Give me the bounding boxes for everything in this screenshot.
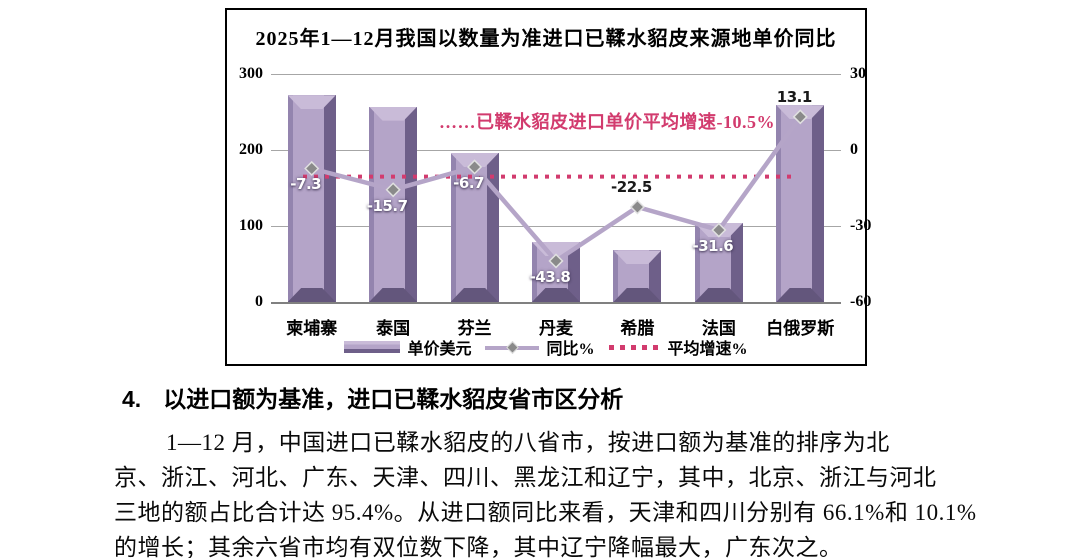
- left-axis-tick: 200: [239, 141, 263, 158]
- legend-item-average: 平均增速%: [608, 335, 748, 359]
- section-number: 4.: [122, 386, 142, 412]
- paragraph-line: 1—12 月，中国进口已鞣水貂皮的八省市，按进口额为基准的排序为北: [166, 430, 890, 455]
- right-axis-tick: 30: [850, 65, 866, 82]
- left-axis-tick: 0: [255, 293, 263, 310]
- legend-item-yoy: 同比%: [485, 335, 595, 359]
- category-label: 芬兰: [457, 319, 492, 338]
- category-label: 泰国: [376, 319, 411, 338]
- line-series-svg: [303, 109, 808, 269]
- diamond-marker: [548, 253, 564, 269]
- gridline: [271, 149, 841, 151]
- bar: [369, 106, 418, 302]
- point-label: -22.5: [611, 178, 652, 196]
- dotted-line-swatch-icon: [608, 344, 661, 350]
- section-heading: 4. 以进口额为基准，进口已鞣水貂皮省市区分析: [114, 380, 1014, 414]
- right-axis-tick: 0: [850, 141, 858, 158]
- point-label: -31.6: [692, 237, 734, 256]
- left-axis-tick: 100: [239, 217, 263, 234]
- chart-legend: 单价美元 同比% 平均增速%: [227, 335, 865, 359]
- legend-label: 同比%: [546, 341, 595, 358]
- category-label: 希腊: [620, 319, 655, 338]
- right-axis-tick: -30: [850, 217, 872, 234]
- average-growth-annotation: ……已鞣水貂皮进口单价平均增速-10.5%: [439, 112, 775, 132]
- chart-container: 2025年1—12月我国以数量为准进口已鞣水貂皮来源地单价同比 ……已鞣水貂皮进…: [225, 8, 871, 366]
- gridline: [271, 301, 841, 304]
- point-label: -6.7: [453, 173, 484, 192]
- point-label: -43.8: [529, 267, 571, 286]
- diamond-marker: [711, 222, 727, 238]
- bar: [532, 241, 580, 302]
- category-label: 法国: [701, 319, 736, 338]
- category-label: 白俄罗斯: [766, 319, 835, 338]
- gridline: [271, 225, 841, 227]
- legend-label: 平均增速%: [667, 341, 748, 358]
- category-label: 丹麦: [539, 319, 573, 338]
- bar-swatch-icon: [344, 341, 401, 353]
- diamond-marker: [467, 159, 483, 175]
- line-marker-swatch-icon: [485, 341, 540, 354]
- right-axis-tick: -60: [850, 293, 872, 310]
- bar: [287, 95, 336, 302]
- diamond-marker: [304, 160, 320, 177]
- diamond-marker: [629, 199, 645, 215]
- analysis-paragraph: 1—12 月，中国进口已鞣水貂皮的八省市，按进口额为基准的排序为北 京、浙江、河…: [114, 425, 1014, 558]
- bar: [613, 250, 662, 302]
- diamond-marker: [792, 109, 808, 125]
- paragraph-line: 三地的额占比合计达 95.4%。从进口额同比来看，天津和四川分别有 66.1%和…: [114, 500, 977, 525]
- section-title: 以进口额为基准，进口已鞣水貂皮省市区分析: [163, 386, 624, 412]
- analysis-section: 4. 以进口额为基准，进口已鞣水貂皮省市区分析 1—12 月，中国进口已鞣水貂皮…: [114, 380, 1014, 558]
- paragraph-line: 京、浙江、河北、广东、天津、四川、黑龙江和辽宁，其中，北京、浙江与河北: [114, 465, 937, 490]
- legend-label: 单价美元: [407, 341, 472, 358]
- diamond-marker: [385, 182, 401, 198]
- paragraph-line: 的增长；其余六省市均有双位数下降，其中辽宁降幅最大，广东次之。: [114, 535, 843, 558]
- category-label: 柬埔寨: [286, 319, 338, 338]
- left-axis-tick: 300: [239, 65, 263, 82]
- point-label: -15.7: [366, 196, 408, 215]
- gridline: [271, 73, 841, 75]
- point-label: 13.1: [776, 87, 813, 106]
- point-label: -7.3: [290, 175, 322, 194]
- chart-title: 2025年1—12月我国以数量为准进口已鞣水貂皮来源地单价同比: [255, 28, 837, 50]
- legend-item-unit-price: 单价美元: [344, 335, 471, 359]
